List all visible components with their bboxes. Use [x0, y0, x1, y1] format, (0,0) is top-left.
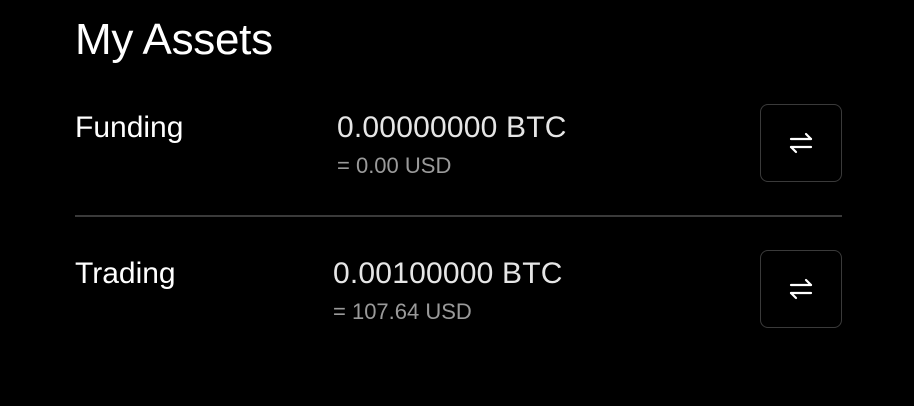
- crypto-balance: 0.00000000 BTC: [337, 111, 567, 144]
- asset-row-trading: Trading 0.00100000 BTC = 107.64 USD: [75, 250, 842, 330]
- row-divider: [75, 215, 842, 217]
- transfer-arrows-icon: [787, 129, 815, 157]
- page-title: My Assets: [75, 15, 273, 64]
- fiat-balance: = 0.00 USD: [337, 153, 452, 178]
- crypto-balance: 0.00100000 BTC: [333, 257, 563, 290]
- transfer-button-funding[interactable]: [760, 104, 842, 182]
- account-name: Funding: [75, 111, 184, 144]
- account-name: Trading: [75, 257, 176, 290]
- fiat-balance: = 107.64 USD: [333, 299, 472, 324]
- transfer-arrows-icon: [787, 275, 815, 303]
- transfer-button-trading[interactable]: [760, 250, 842, 328]
- asset-row-funding: Funding 0.00000000 BTC = 0.00 USD: [75, 104, 842, 184]
